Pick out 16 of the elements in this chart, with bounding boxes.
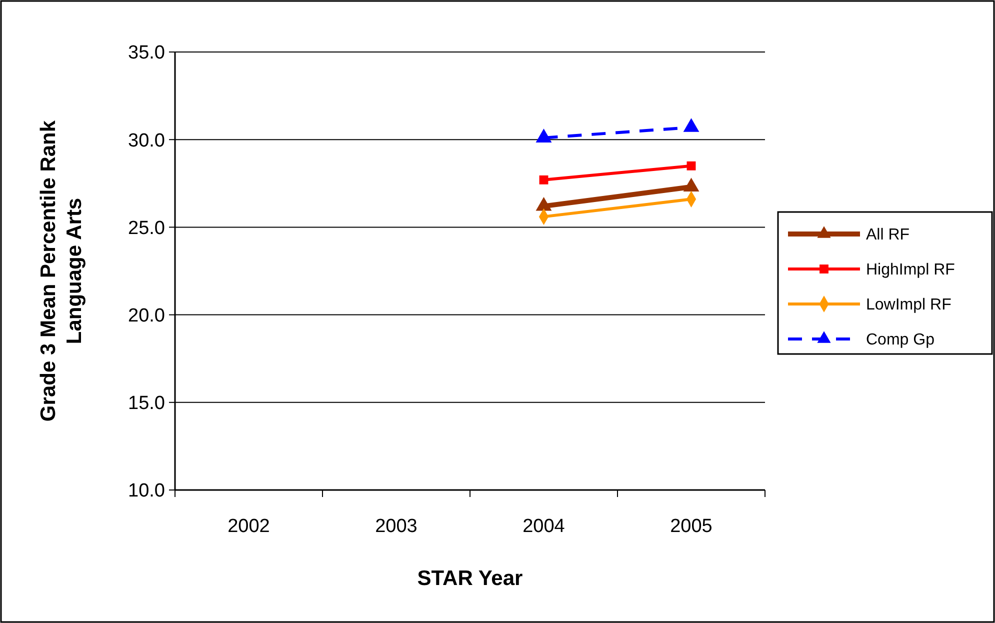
y-tick-label: 25.0 [128, 218, 165, 239]
y-tick-label: 30.0 [128, 130, 165, 152]
y-tick-label: 15.0 [128, 393, 165, 414]
legend-label: LowImpl RF [866, 296, 952, 314]
y-axis-title: Grade 3 Mean Percentile Rank Language Arts [37, 120, 86, 422]
legend-label: All RF [866, 226, 910, 244]
legend-label: Comp Gp [866, 332, 935, 349]
x-tick-label: 2003 [375, 516, 418, 537]
y-tick-label: 20.0 [128, 305, 165, 326]
y-tick-label: 35.0 [128, 42, 165, 64]
x-tick-label: 2002 [228, 516, 270, 537]
y-tick-label: 10.0 [128, 480, 165, 502]
x-tick-label: 2005 [670, 516, 712, 537]
legend-label: HighImpl RF [866, 262, 956, 279]
x-tick-label: 2004 [522, 516, 566, 537]
x-axis-title: STAR Year [417, 567, 523, 590]
